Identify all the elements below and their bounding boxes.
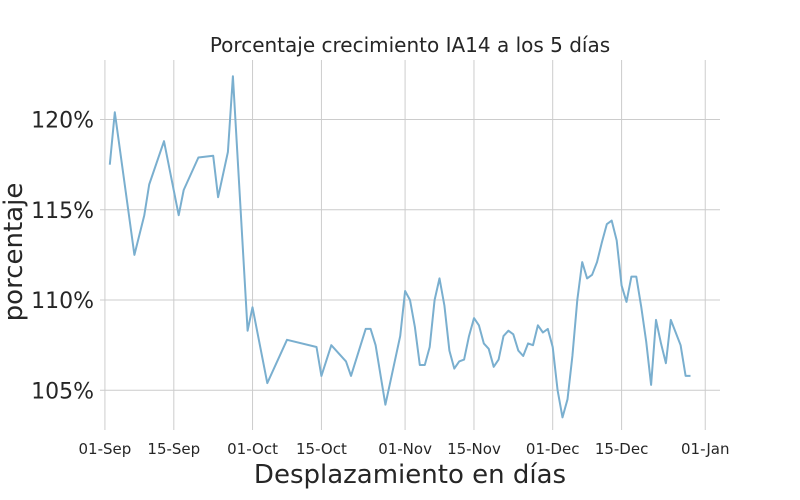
x-tick-labels: 01-Sep 15-Sep 01-Oct 15-Oct 01-Nov 15-Nov 01-D…: [79, 440, 730, 458]
y-tick-label: 120%: [31, 109, 94, 134]
x-tick-label: 01-Sep: [79, 440, 132, 458]
x-tick-label: 15-Oct: [296, 440, 347, 458]
y-tick-label: 110%: [31, 289, 94, 314]
x-tick-label: 15-Nov: [447, 440, 501, 458]
y-tick-labels: 105% 110% 115% 120%: [31, 109, 94, 405]
x-tick-label: 01-Oct: [227, 440, 278, 458]
x-tick-label: 15-Dec: [595, 440, 649, 458]
x-tick-label: 01-Dec: [526, 440, 580, 458]
series-line: [108, 75, 691, 419]
x-tick-label: 01-Nov: [378, 440, 432, 458]
chart-title: Porcentaje crecimiento IA14 a los 5 días: [210, 33, 610, 57]
x-axis-label: Desplazamiento en días: [254, 460, 566, 490]
y-tick-label: 105%: [31, 379, 94, 404]
grid-lines: [100, 60, 720, 430]
x-tick-label: 01-Jan: [681, 440, 729, 458]
y-axis-label: porcentaje: [0, 183, 29, 322]
series-group: [108, 75, 691, 419]
y-tick-label: 115%: [31, 199, 94, 224]
x-tick-label: 15-Sep: [147, 440, 200, 458]
